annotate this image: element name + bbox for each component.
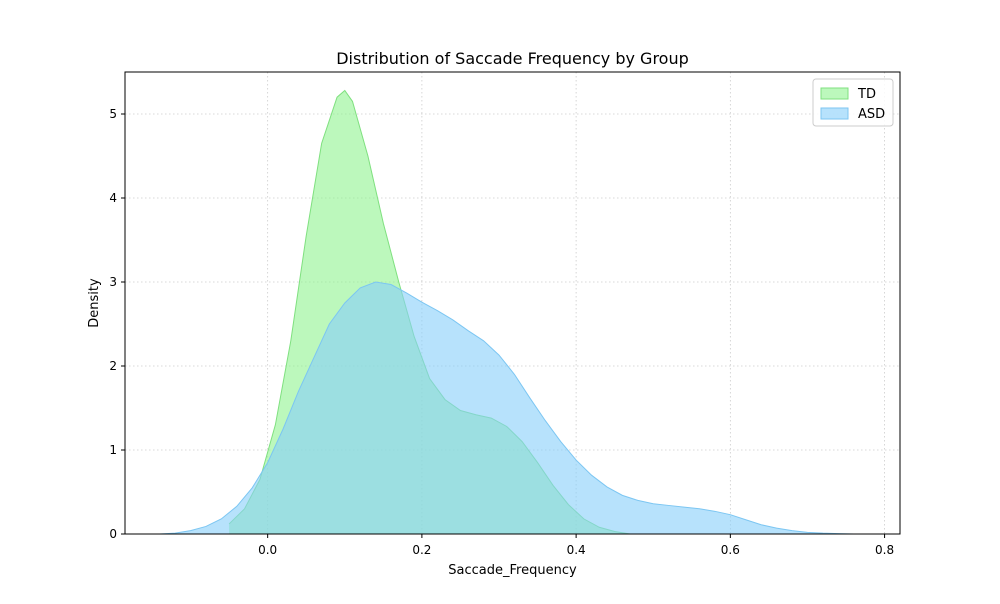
plot-frame [124,71,901,535]
y-axis-label: Density [87,278,102,328]
y-tick-label: 4 [109,191,117,205]
chart-title: Distribution of Saccade Frequency by Gro… [336,49,689,68]
legend-swatch-td [820,87,849,100]
density-line-asd [159,281,866,535]
y-tick-label: 2 [109,359,117,373]
legend: TD ASD [812,78,894,127]
series-layer [159,89,866,535]
y-tick-label: 3 [109,275,117,289]
legend-label-td: TD [857,87,876,102]
legend-swatch-asd [820,107,849,120]
y-tick-label: 1 [109,443,117,457]
x-tick-label: 0.6 [721,543,740,557]
y-tick-label: 5 [109,107,117,121]
y-tick-label: 0 [109,527,117,541]
axes: 0.0 0.2 0.4 0.6 0.8 0 1 2 3 4 5 [109,107,894,557]
x-tick-label: 0.8 [875,543,894,557]
x-tick-label: 0.2 [412,543,431,557]
x-tick-label: 0.4 [567,543,586,557]
legend-label-asd: ASD [858,107,885,122]
x-tick-label: 0.0 [258,543,277,557]
x-axis-label: Saccade_Frequency [448,563,577,578]
density-area-asd [159,282,866,534]
